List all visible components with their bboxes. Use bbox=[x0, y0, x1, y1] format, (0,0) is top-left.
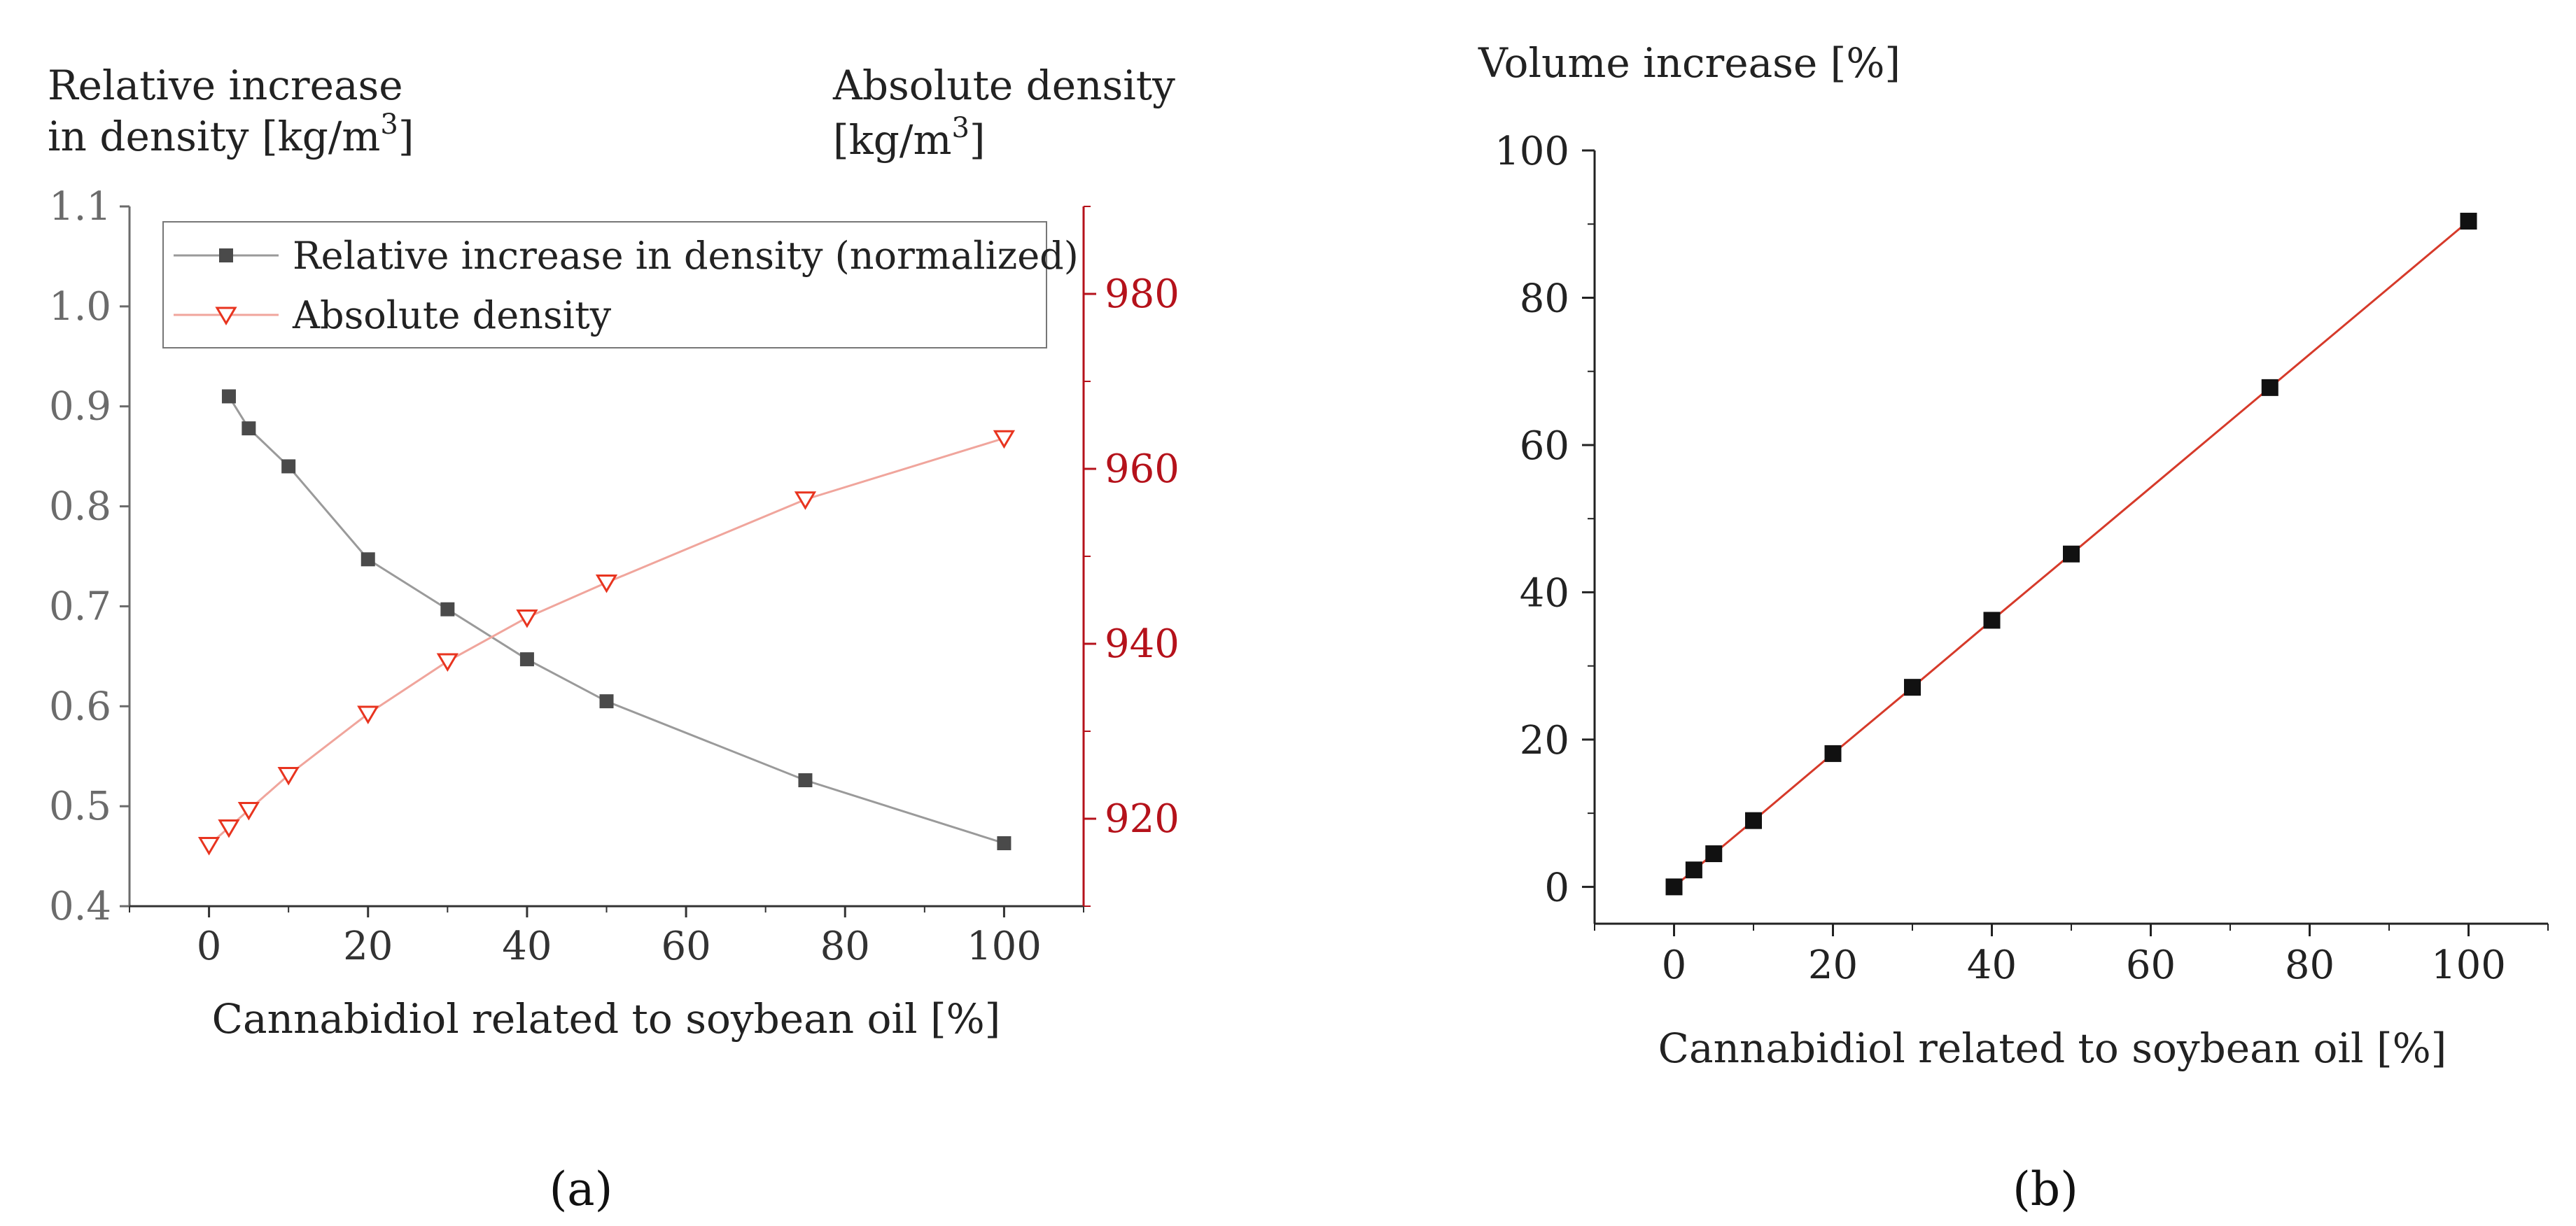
right-y-ticks: 920 940 960 980 bbox=[1084, 206, 1180, 907]
volume-increase-point bbox=[1904, 679, 1921, 696]
relative-density-point bbox=[519, 652, 534, 667]
relative-density-point bbox=[599, 694, 614, 709]
x-ticks-a: 0 20 40 60 80 100 bbox=[129, 906, 1084, 969]
left-y-tick-label: 0.7 bbox=[49, 584, 111, 629]
left-y-tick-label: 1.1 bbox=[49, 184, 111, 230]
left-y-tick-label: 0.6 bbox=[49, 684, 111, 729]
x-ticks-b: 0 20 40 60 80 100 bbox=[1594, 924, 2549, 988]
panel-label-b: (b) bbox=[2012, 1162, 2078, 1216]
relative-density-point bbox=[221, 389, 236, 404]
y-tick-label-b: 60 bbox=[1520, 423, 1569, 469]
left-y-ticks: 0.4 0.5 0.6 0.7 0.8 0.9 1.0 1.1 bbox=[49, 184, 130, 929]
right-y-tick-label: 920 bbox=[1105, 796, 1180, 842]
left-y-tick-label: 0.4 bbox=[49, 884, 111, 929]
right-axis-title-superscript: 3 bbox=[951, 112, 969, 144]
relative-density-point bbox=[241, 421, 256, 436]
legend-marker-triangle bbox=[215, 306, 237, 325]
absolute-density-point bbox=[595, 575, 618, 593]
legend-label-absolute: Absolute density bbox=[292, 293, 612, 337]
right-y-tick-label: 960 bbox=[1105, 446, 1180, 492]
x-tick-label-b: 80 bbox=[2285, 943, 2334, 988]
left-axis-title-unit: in density [kg/m bbox=[48, 113, 380, 160]
y-tick-label-b: 20 bbox=[1520, 718, 1569, 763]
series-a bbox=[197, 389, 1016, 856]
x-tick-label-b: 100 bbox=[2431, 943, 2506, 988]
left-y-tick-label: 0.5 bbox=[49, 784, 111, 829]
left-y-tick-label: 0.8 bbox=[49, 484, 111, 530]
x-tick-label-a: 80 bbox=[820, 924, 870, 969]
left-axis-title-line1: Relative increase bbox=[48, 62, 403, 109]
volume-increase-point bbox=[2063, 545, 2080, 563]
relative-density-point bbox=[360, 552, 375, 567]
right-axis-title-line1: Absolute density bbox=[832, 62, 1175, 109]
left-axis-title-line2: in density [kg/m3] bbox=[48, 108, 414, 160]
relative-density-point bbox=[997, 836, 1011, 850]
volume-increase-point bbox=[2460, 213, 2477, 230]
volume-increase-point bbox=[1665, 878, 1683, 896]
y-tick-label-b: 0 bbox=[1544, 865, 1569, 910]
y-axis-title-b: Volume increase [%] bbox=[1478, 39, 1900, 87]
x-tick-label-a: 60 bbox=[661, 924, 710, 969]
absolute-density-line bbox=[208, 437, 1004, 846]
x-tick-label-a: 40 bbox=[502, 924, 552, 969]
legend-marker-square bbox=[219, 248, 233, 262]
relative-density-point bbox=[440, 602, 455, 616]
relative-density-point bbox=[798, 773, 813, 787]
legend-label-relative: Relative increase in density (normalized… bbox=[293, 234, 1079, 278]
legend: Relative increase in density (normalized… bbox=[162, 221, 1079, 348]
x-tick-label-b: 0 bbox=[1662, 943, 1687, 988]
x-tick-label-a: 0 bbox=[197, 924, 222, 969]
right-axis-title-unit: [kg/m bbox=[833, 116, 951, 164]
left-y-tick-label: 0.9 bbox=[49, 384, 111, 430]
y-tick-label-b: 80 bbox=[1520, 276, 1569, 321]
right-y-tick-label: 940 bbox=[1105, 621, 1180, 667]
right-axis-title-line2: [kg/m3] bbox=[833, 112, 986, 164]
x-axis-title-b: Cannabidiol related to soybean oil [%] bbox=[1658, 1024, 2447, 1072]
x-tick-label-b: 60 bbox=[2126, 943, 2176, 988]
absolute-density-point bbox=[277, 767, 300, 786]
absolute-density-point bbox=[218, 819, 240, 838]
volume-increase-point bbox=[1983, 612, 2001, 629]
left-axis-title-bracket: ] bbox=[398, 113, 414, 160]
relative-density-line bbox=[227, 395, 1004, 845]
volume-increase-point bbox=[1685, 861, 1702, 879]
y-tick-label-b: 40 bbox=[1520, 570, 1569, 616]
series-b bbox=[1665, 213, 2477, 896]
volume-increase-line bbox=[1673, 220, 2470, 888]
volume-increase-point bbox=[2261, 379, 2278, 396]
absolute-density-point bbox=[516, 610, 538, 628]
volume-increase-point bbox=[1705, 845, 1723, 863]
absolute-density-point bbox=[237, 802, 260, 821]
x-axis-title-a: Cannabidiol related to soybean oil [%] bbox=[212, 995, 1001, 1043]
absolute-density-point bbox=[993, 430, 1016, 449]
x-tick-label-b: 40 bbox=[1967, 943, 2017, 988]
x-tick-label-a: 100 bbox=[967, 924, 1042, 969]
volume-increase-point bbox=[1745, 812, 1762, 829]
x-tick-label-a: 20 bbox=[343, 924, 393, 969]
right-y-tick-label: 980 bbox=[1105, 272, 1180, 317]
absolute-density-point bbox=[436, 653, 458, 672]
relative-density-point bbox=[281, 459, 296, 474]
panel-b-chart: Volume increase [%] 0 20 40 60 80 100 0 20 40 60… bbox=[1478, 39, 2549, 1216]
y-ticks-b: 0 20 40 60 80 100 bbox=[1494, 129, 1595, 910]
right-axis-title-bracket: ] bbox=[969, 116, 986, 164]
x-tick-label-b: 20 bbox=[1808, 943, 1858, 988]
left-y-tick-label: 1.0 bbox=[49, 284, 111, 330]
absolute-density-point bbox=[794, 491, 817, 510]
legend-box bbox=[162, 221, 1047, 348]
y-tick-label-b: 100 bbox=[1494, 129, 1569, 174]
panel-a-chart: Relative increase in density [kg/m3] Abs… bbox=[48, 62, 1180, 1216]
panel-label-a: (a) bbox=[550, 1162, 613, 1216]
volume-increase-point bbox=[1824, 745, 1842, 762]
absolute-density-point bbox=[197, 837, 220, 856]
left-axis-title-superscript: 3 bbox=[380, 108, 398, 141]
absolute-density-point bbox=[357, 705, 379, 724]
